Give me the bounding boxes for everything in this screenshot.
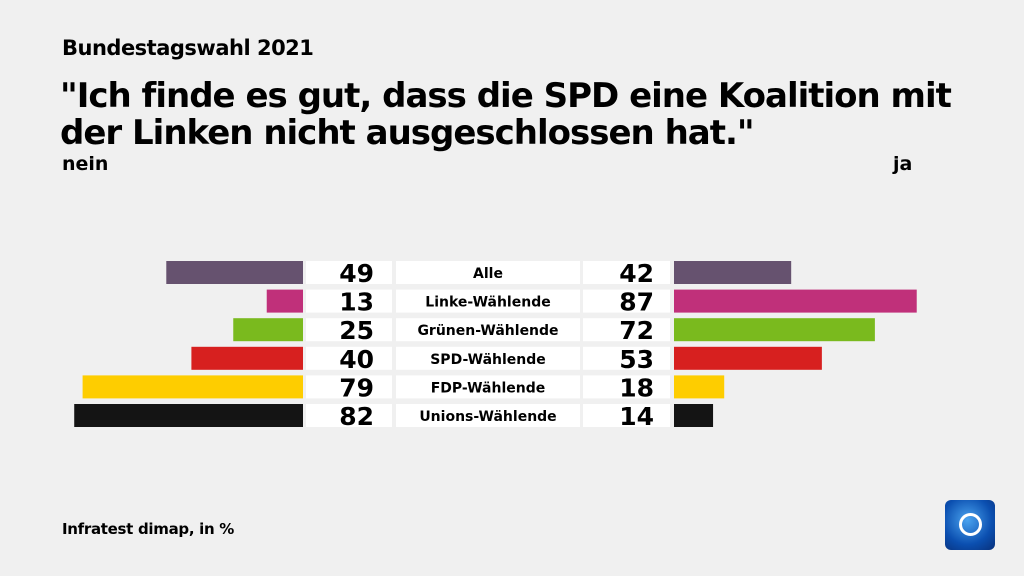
- bar-ja: [674, 261, 792, 284]
- value-label-nein: 49: [339, 259, 374, 288]
- value-label-ja: 87: [619, 288, 654, 317]
- category-label: FDP-Wählende: [431, 380, 546, 396]
- bar-ja: [674, 375, 725, 399]
- value-label-nein: 40: [339, 345, 374, 374]
- value-cell-ja: [583, 404, 670, 427]
- source-note: Infratest dimap, in %: [62, 520, 235, 538]
- category-label: SPD-Wählende: [430, 352, 546, 368]
- value-cell-nein: [306, 261, 392, 284]
- category-cell: [396, 346, 580, 370]
- category-label: Grünen-Wählende: [417, 323, 558, 339]
- value-cell-ja: [583, 346, 670, 370]
- subtitle: Bundestagswahl 2021: [62, 36, 314, 60]
- value-label-nein: 79: [339, 373, 374, 402]
- category-label: Unions-Wählende: [419, 409, 556, 425]
- left-label: nein: [62, 153, 109, 175]
- bar-ja: [674, 318, 875, 342]
- value-label-nein: 25: [339, 316, 374, 345]
- value-cell-nein: [306, 404, 392, 427]
- bar-nein: [82, 375, 303, 399]
- chart-title: "Ich finde es gut, dass die SPD eine Koa…: [60, 76, 952, 153]
- bar-nein: [233, 318, 303, 342]
- right-label: ja: [893, 153, 913, 175]
- bar-ja: [674, 346, 822, 370]
- tagesschau-logo: [945, 500, 995, 550]
- value-cell-nein: [306, 318, 392, 342]
- category-label: Alle: [473, 266, 503, 282]
- value-label-ja: 14: [619, 402, 654, 431]
- value-cell-nein: [306, 346, 392, 370]
- value-cell-ja: [583, 289, 670, 313]
- value-label-ja: 53: [619, 345, 654, 374]
- category-cell: [396, 404, 580, 427]
- value-cell-ja: [583, 375, 670, 399]
- value-cell-nein: [306, 375, 392, 399]
- value-cell-nein: [306, 289, 392, 313]
- value-cell-ja: [583, 318, 670, 342]
- value-label-ja: 42: [619, 259, 654, 288]
- category-cell: [396, 375, 580, 399]
- value-cell-ja: [583, 261, 670, 284]
- category-cell: [396, 261, 580, 284]
- category-label: Linke-Wählende: [425, 295, 550, 311]
- bar-ja: [674, 404, 714, 427]
- value-label-nein: 13: [339, 288, 374, 317]
- value-label-ja: 18: [619, 373, 654, 402]
- bar-nein: [74, 404, 303, 427]
- bar-ja: [674, 289, 917, 313]
- bar-nein: [166, 261, 303, 284]
- category-cell: [396, 318, 580, 342]
- bar-nein: [191, 346, 303, 370]
- category-cell: [396, 289, 580, 313]
- value-label-nein: 82: [339, 402, 374, 431]
- bar-nein: [266, 289, 303, 313]
- value-label-ja: 72: [619, 316, 654, 345]
